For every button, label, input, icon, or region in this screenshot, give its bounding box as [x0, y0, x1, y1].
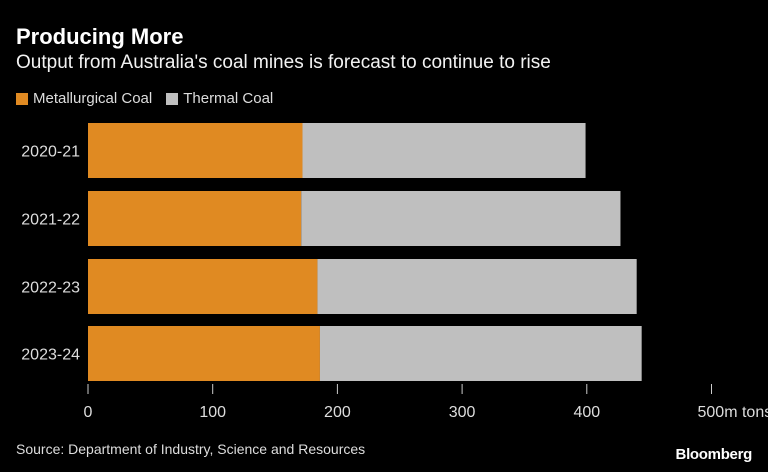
- source-note: Source: Department of Industry, Science …: [16, 441, 366, 457]
- chart-subtitle: Output from Australia's coal mines is fo…: [16, 52, 551, 73]
- bar-metallurgical: [88, 326, 320, 381]
- chart-title: Producing More: [16, 24, 184, 49]
- legend-item-metallurgical: Metallurgical Coal: [16, 90, 152, 107]
- bar-metallurgical: [88, 259, 318, 314]
- bar-metallurgical: [88, 191, 302, 246]
- category-label: 2021-22: [21, 212, 80, 229]
- x-tick-label: 300: [449, 404, 476, 421]
- x-tick-label: 100: [199, 404, 226, 421]
- x-tick-label: 400: [573, 404, 600, 421]
- bar-thermal: [319, 326, 642, 381]
- bar-thermal: [302, 123, 586, 178]
- category-label: 2023-24: [21, 347, 80, 364]
- category-label: 2022-23: [21, 280, 80, 297]
- x-tick-label: 500m tons: [698, 404, 768, 421]
- bar-thermal: [301, 191, 621, 246]
- legend: Metallurgical Coal Thermal Coal: [16, 90, 273, 107]
- legend-label: Metallurgical Coal: [33, 90, 153, 107]
- legend-swatch: [16, 92, 28, 105]
- legend-label: Thermal Coal: [183, 90, 274, 107]
- legend-item-thermal: Thermal Coal: [166, 90, 273, 107]
- bloomberg-logo: Bloomberg: [675, 446, 753, 463]
- bar-thermal: [317, 259, 637, 314]
- bar-metallurgical: [88, 123, 303, 178]
- legend-swatch: [166, 92, 179, 105]
- x-tick-label: 200: [324, 404, 351, 421]
- category-label: 2020-21: [21, 144, 80, 161]
- x-tick-label: 0: [84, 404, 93, 421]
